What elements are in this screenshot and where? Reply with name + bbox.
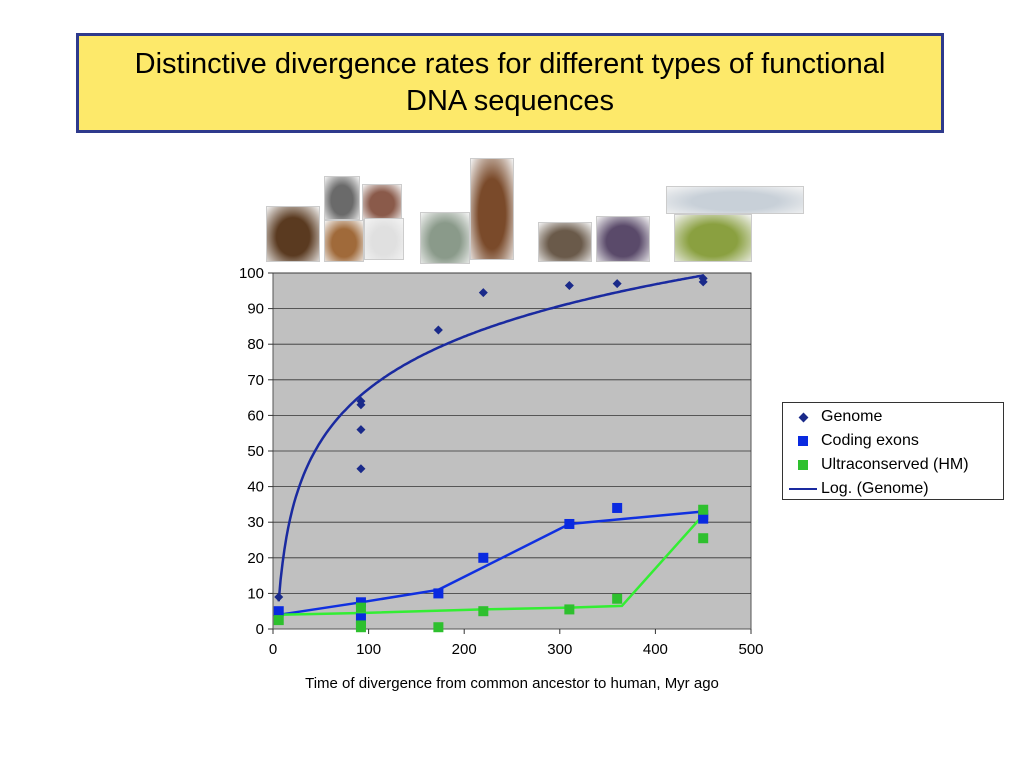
ultraconserved-line: [278, 514, 705, 617]
ultraconserved-point: [355, 622, 366, 633]
y-tick-label: 20: [247, 550, 264, 567]
y-tick-label: 90: [247, 301, 264, 318]
y-tick-label: 100: [239, 265, 264, 282]
ultraconserved-point: [612, 593, 623, 604]
x-axis-label: Time of divergence from common ancestor …: [305, 675, 719, 692]
legend-label: Ultraconserved (HM): [821, 456, 969, 473]
ultraconserved-point: [698, 504, 709, 515]
y-tick-label: 70: [247, 372, 264, 389]
genome-point: [564, 280, 574, 290]
legend-label: Genome: [821, 408, 883, 425]
ultraconserved-point: [355, 602, 366, 613]
coding-exons-point: [564, 518, 575, 529]
legend-item-ultraconserved: Ultraconserved (HM): [789, 453, 997, 477]
x-tick-label: 100: [356, 641, 381, 658]
genome-point: [433, 325, 443, 335]
y-tick-label: 0: [256, 621, 264, 638]
square-marker-icon: [798, 460, 808, 470]
ultraconserved-point: [433, 622, 444, 633]
legend-item-genome: Genome: [789, 405, 997, 429]
x-tick-label: 300: [547, 641, 572, 658]
x-tick-label: 200: [452, 641, 477, 658]
opossum-photo: [420, 212, 470, 264]
ultraconserved-point: [478, 606, 489, 617]
coding-exons-point: [355, 613, 366, 624]
mouse-photo: [324, 176, 360, 220]
pufferfish-photo: [674, 214, 752, 262]
slide-title: Distinctive divergence rates for differe…: [134, 48, 886, 117]
dog-photo: [324, 220, 364, 262]
square-marker-icon: [798, 436, 808, 446]
coding-exons-point: [355, 597, 366, 608]
line-marker-icon: [789, 488, 817, 490]
genome-point: [612, 279, 622, 289]
cow-photo: [364, 218, 404, 260]
y-tick-label: 40: [247, 479, 264, 496]
title-box: Distinctive divergence rates for differe…: [76, 33, 944, 133]
y-tick-label: 30: [247, 514, 264, 531]
legend-item-log-genome: Log. (Genome): [789, 477, 997, 501]
diamond-marker-icon: [798, 412, 808, 422]
platypus-photo: [470, 158, 514, 260]
chicken-photo: [538, 222, 592, 262]
y-tick-label: 50: [247, 443, 264, 460]
coding-exons-point: [698, 510, 709, 521]
genome-point: [356, 425, 366, 435]
x-tick-label: 500: [738, 641, 763, 658]
x-tick-label: 400: [643, 641, 668, 658]
ultraconserved-point: [698, 533, 709, 544]
coding-exons-point: [433, 588, 444, 599]
chimpanzee-photo: [266, 206, 320, 262]
frog-photo: [596, 216, 650, 262]
coding-exons-point: [273, 606, 284, 617]
coding-exons-point: [478, 552, 489, 563]
ultraconserved-point: [273, 615, 284, 626]
genome-point: [356, 464, 366, 474]
genome-point: [478, 288, 488, 298]
y-tick-label: 10: [247, 585, 264, 602]
legend-label: Log. (Genome): [821, 480, 929, 497]
legend-item-coding-exons: Coding exons: [789, 429, 997, 453]
ultraconserved-point: [564, 604, 575, 615]
y-tick-label: 80: [247, 336, 264, 353]
zebrafish-photo: [666, 186, 804, 214]
genome-point: [356, 400, 366, 410]
coding-exons-point: [612, 502, 623, 513]
genome-point: [274, 592, 284, 602]
genome-point: [698, 277, 708, 287]
y-tick-label: 60: [247, 407, 264, 424]
chart-legend: Genome Coding exons Ultraconserved (HM) …: [782, 402, 1004, 500]
x-tick-label: 0: [269, 641, 277, 658]
legend-label: Coding exons: [821, 432, 919, 449]
log-genome-trendline: [277, 274, 704, 602]
